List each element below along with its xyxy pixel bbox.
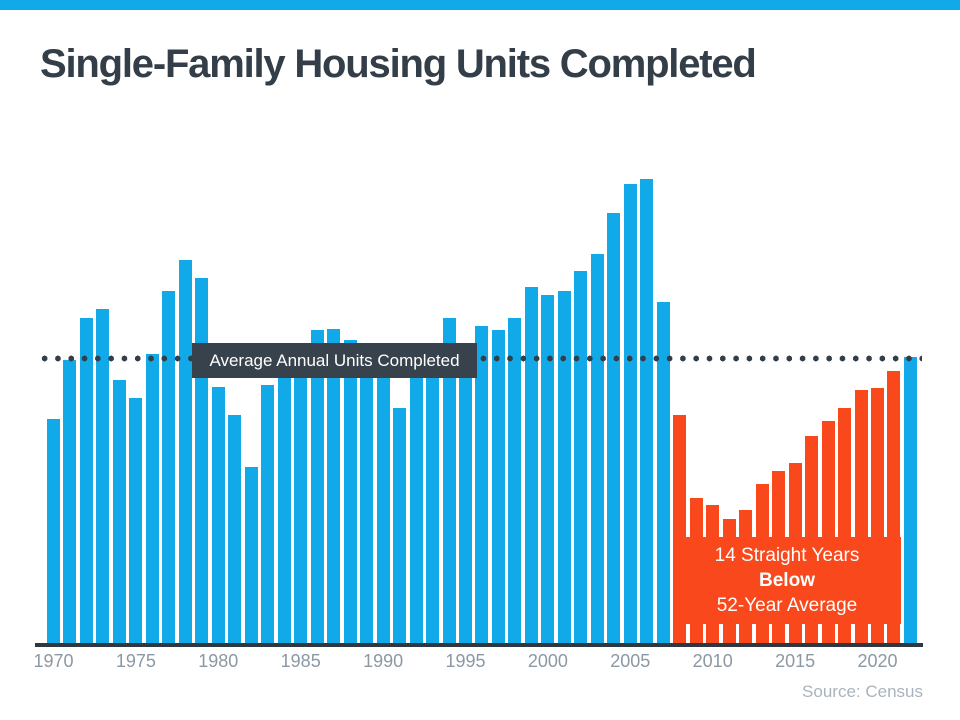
bar-1997 bbox=[491, 330, 505, 645]
bar-1996 bbox=[475, 326, 489, 645]
bar-1975 bbox=[129, 398, 143, 645]
bar-1979 bbox=[195, 278, 209, 645]
bar-1994 bbox=[442, 318, 456, 645]
chart-title: Single-Family Housing Units Completed bbox=[40, 42, 757, 86]
x-tick-1980: 1980 bbox=[198, 651, 239, 671]
bar-1976 bbox=[145, 354, 159, 645]
bar-1984 bbox=[277, 356, 291, 645]
bar-1988 bbox=[343, 340, 357, 645]
bar-1986 bbox=[310, 330, 324, 645]
top-accent-bar bbox=[0, 0, 960, 10]
x-tick-1995: 1995 bbox=[445, 651, 486, 671]
bar-1992 bbox=[409, 373, 423, 645]
bar-1970 bbox=[47, 419, 60, 645]
average-line-label-box: Average Annual Units Completed bbox=[192, 343, 477, 378]
bar-1978 bbox=[178, 260, 192, 645]
bar-1983 bbox=[261, 385, 275, 645]
bar-1977 bbox=[162, 291, 176, 645]
bar-2022 bbox=[903, 357, 917, 645]
bar-2001 bbox=[557, 291, 571, 645]
bar-2003 bbox=[590, 254, 604, 645]
bar-1972 bbox=[79, 318, 93, 645]
bar-1982 bbox=[244, 467, 258, 645]
x-tick-2015: 2015 bbox=[775, 651, 816, 671]
bar-1990 bbox=[376, 373, 390, 645]
bar-1987 bbox=[327, 329, 341, 645]
annotation-line-2: Below bbox=[759, 570, 815, 591]
bar-2002 bbox=[574, 271, 588, 645]
average-line-label: Average Annual Units Completed bbox=[209, 350, 460, 370]
x-tick-1975: 1975 bbox=[115, 651, 156, 671]
x-tick-2000: 2000 bbox=[527, 651, 568, 671]
bar-1991 bbox=[393, 408, 407, 645]
bar-1985 bbox=[294, 343, 308, 645]
annotation-line-3: 52-Year Average bbox=[716, 595, 858, 616]
bar-1973 bbox=[96, 309, 110, 645]
x-axis-line bbox=[35, 643, 923, 647]
bar-2007 bbox=[656, 302, 670, 645]
bar-2000 bbox=[541, 295, 555, 645]
bar-1981 bbox=[228, 415, 242, 645]
x-tick-2020: 2020 bbox=[857, 651, 898, 671]
bar-1980 bbox=[211, 387, 225, 645]
source-caption: Source: Census bbox=[802, 682, 923, 701]
bar-2005 bbox=[623, 184, 637, 645]
bar-1974 bbox=[112, 380, 126, 645]
below-average-annotation: 14 Straight Years Below 52-Year Average bbox=[673, 537, 901, 624]
x-tick-2010: 2010 bbox=[692, 651, 733, 671]
x-tick-1985: 1985 bbox=[280, 651, 321, 671]
bar-1999 bbox=[524, 287, 538, 645]
bar-2004 bbox=[607, 213, 621, 645]
x-tick-2005: 2005 bbox=[610, 651, 651, 671]
bar-2006 bbox=[640, 179, 654, 645]
bar-1998 bbox=[508, 318, 522, 645]
bar-1995 bbox=[459, 344, 472, 645]
bar-1989 bbox=[360, 356, 374, 645]
annotation-line-1: 14 Straight Years bbox=[714, 545, 860, 566]
bar-1993 bbox=[426, 352, 440, 645]
bar-1971 bbox=[63, 360, 77, 645]
x-tick-1990: 1990 bbox=[363, 651, 404, 671]
average-dotted-line bbox=[38, 355, 922, 362]
x-tick-1970: 1970 bbox=[33, 651, 74, 671]
